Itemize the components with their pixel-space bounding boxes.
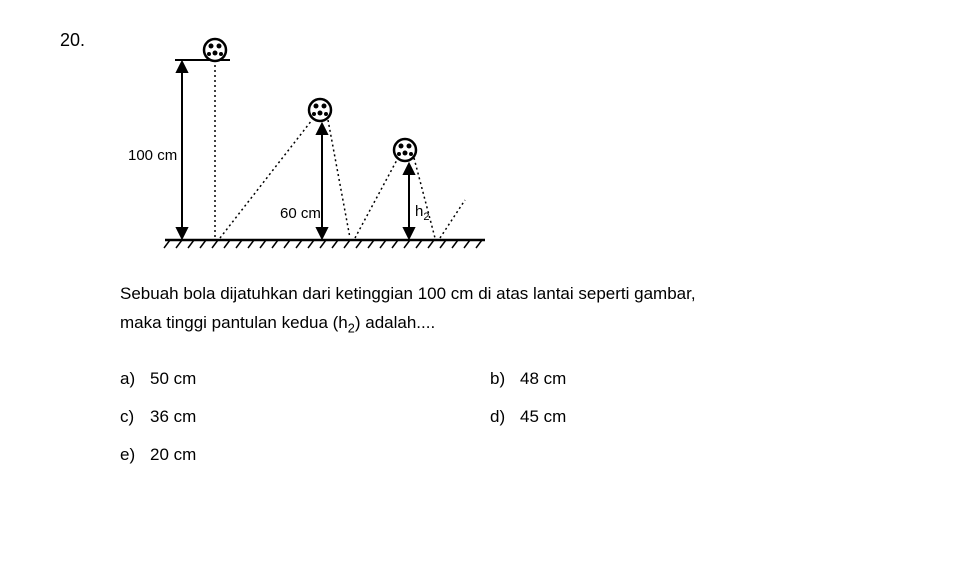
ball-1 bbox=[204, 39, 226, 61]
answer-e-label: e) bbox=[120, 445, 142, 465]
answer-b-label: b) bbox=[490, 369, 512, 389]
question-container: 20. bbox=[60, 30, 910, 465]
diagram-svg: 100 cm 60 cm h2 bbox=[120, 30, 520, 250]
question-text: Sebuah bola dijatuhkan dari ketinggian 1… bbox=[120, 280, 910, 339]
question-number: 20. bbox=[60, 30, 90, 51]
answer-d-text: 45 cm bbox=[520, 407, 566, 427]
question-line2-prefix: maka tinggi pantulan kedua (h bbox=[120, 313, 348, 332]
ball-3 bbox=[394, 139, 416, 161]
answer-c[interactable]: c) 36 cm bbox=[120, 407, 450, 427]
label-60cm: 60 cm bbox=[280, 205, 321, 222]
question-body: 100 cm 60 cm h2 Sebuah bola dijatuhkan d… bbox=[120, 30, 910, 465]
bounce-diagram: 100 cm 60 cm h2 bbox=[120, 30, 520, 250]
answer-c-text: 36 cm bbox=[150, 407, 196, 427]
ball-2 bbox=[309, 99, 331, 121]
answers-grid: a) 50 cm b) 48 cm c) 36 cm d) 45 cm e) 2… bbox=[120, 369, 820, 465]
height-arrow-3 bbox=[404, 164, 414, 238]
label-100cm: 100 cm bbox=[128, 147, 177, 164]
answer-b[interactable]: b) 48 cm bbox=[490, 369, 820, 389]
answer-a[interactable]: a) 50 cm bbox=[120, 369, 450, 389]
answer-a-text: 50 cm bbox=[150, 369, 196, 389]
answer-e[interactable]: e) 20 cm bbox=[120, 445, 450, 465]
question-line1: Sebuah bola dijatuhkan dari ketinggian 1… bbox=[120, 284, 696, 303]
answer-a-label: a) bbox=[120, 369, 142, 389]
answer-d[interactable]: d) 45 cm bbox=[490, 407, 820, 427]
answer-d-label: d) bbox=[490, 407, 512, 427]
height-arrow-1 bbox=[177, 62, 187, 238]
answer-e-text: 20 cm bbox=[150, 445, 196, 465]
label-h2: h2 bbox=[415, 203, 429, 223]
answer-c-label: c) bbox=[120, 407, 142, 427]
answer-b-text: 48 cm bbox=[520, 369, 566, 389]
question-subscript: 2 bbox=[348, 320, 355, 335]
question-line2-suffix: ) adalah.... bbox=[355, 313, 435, 332]
